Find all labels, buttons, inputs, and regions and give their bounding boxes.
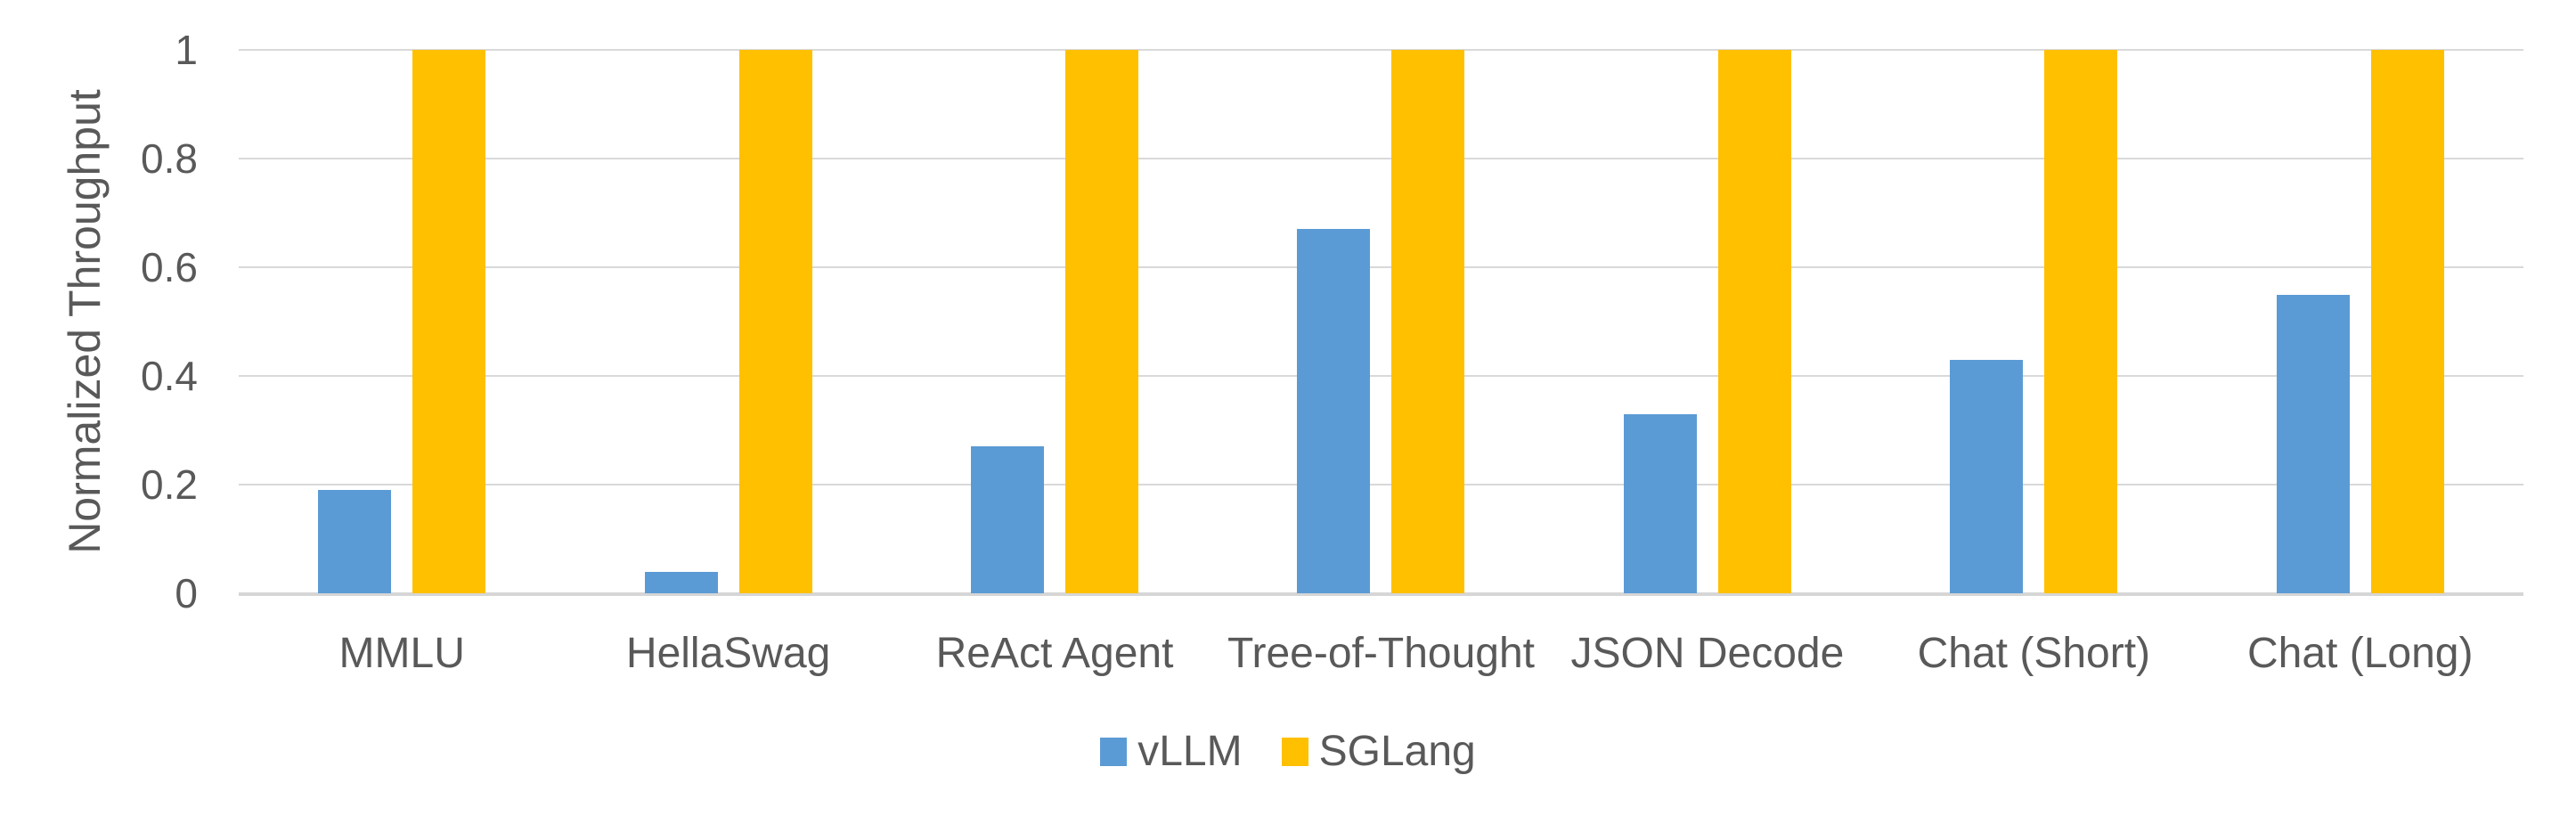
x-category-label: JSON Decode: [1570, 630, 1845, 677]
gridline: [239, 158, 2523, 159]
legend: vLLM SGLang: [0, 729, 2576, 775]
bar-sglang: [412, 50, 486, 593]
y-axis-tick-labels: 0 0.2 0.4 0.6 0.8 1: [0, 29, 198, 615]
bar-group: [565, 50, 891, 593]
y-tick-label: 0.8: [141, 135, 198, 182]
plot-area: [239, 49, 2523, 596]
x-axis-labels: MMLU HellaSwag ReAct Agent Tree-of-Thought J…: [239, 631, 2523, 677]
bar-sglang: [738, 50, 812, 593]
x-category-label: Chat (Short): [1917, 630, 2151, 677]
bar-sglang: [2370, 50, 2444, 593]
gridline: [239, 49, 2523, 51]
y-tick-label: 0.6: [141, 244, 198, 290]
x-category-label: ReAct Agent: [935, 630, 1174, 677]
y-tick-label: 0.4: [141, 353, 198, 399]
bar-vllm: [2276, 294, 2350, 593]
x-category-label: HellaSwag: [625, 630, 831, 677]
gridline: [239, 266, 2523, 268]
x-category-label: MMLU: [338, 630, 465, 677]
bar-group: [1545, 50, 1871, 593]
x-category-label: Tree-of-Thought: [1227, 630, 1535, 677]
bar-group: [892, 50, 1218, 593]
legend-item-sglang: SGLang: [1281, 728, 1476, 775]
bar-group: [239, 50, 565, 593]
bar-vllm: [971, 446, 1045, 593]
bar-group: [2197, 50, 2523, 593]
legend-label: vLLM: [1137, 728, 1243, 775]
y-tick-label: 0: [175, 570, 198, 616]
bar-vllm: [318, 490, 392, 593]
legend-swatch-vllm: [1100, 738, 1128, 766]
x-category-label: Chat (Long): [2247, 630, 2474, 677]
bar-sglang: [1065, 50, 1139, 593]
bar-vllm: [644, 571, 718, 593]
bar-sglang: [2044, 50, 2118, 593]
bar-vllm: [1297, 229, 1371, 593]
legend-item-vllm: vLLM: [1100, 728, 1243, 775]
bar-group: [1218, 50, 1544, 593]
bar-sglang: [1391, 50, 1465, 593]
bar-vllm: [1623, 413, 1697, 593]
bar-vllm: [1950, 359, 2024, 593]
bar-group: [1871, 50, 2197, 593]
legend-label: SGLang: [1318, 728, 1476, 775]
legend-swatch-sglang: [1281, 738, 1308, 766]
y-tick-label: 1: [175, 27, 198, 73]
x-axis-baseline: [239, 592, 2523, 596]
gridline: [239, 484, 2523, 485]
gridline: [239, 375, 2523, 377]
bar-sglang: [1717, 50, 1791, 593]
bars-row: [239, 50, 2523, 593]
y-tick-label: 0.2: [141, 461, 198, 508]
